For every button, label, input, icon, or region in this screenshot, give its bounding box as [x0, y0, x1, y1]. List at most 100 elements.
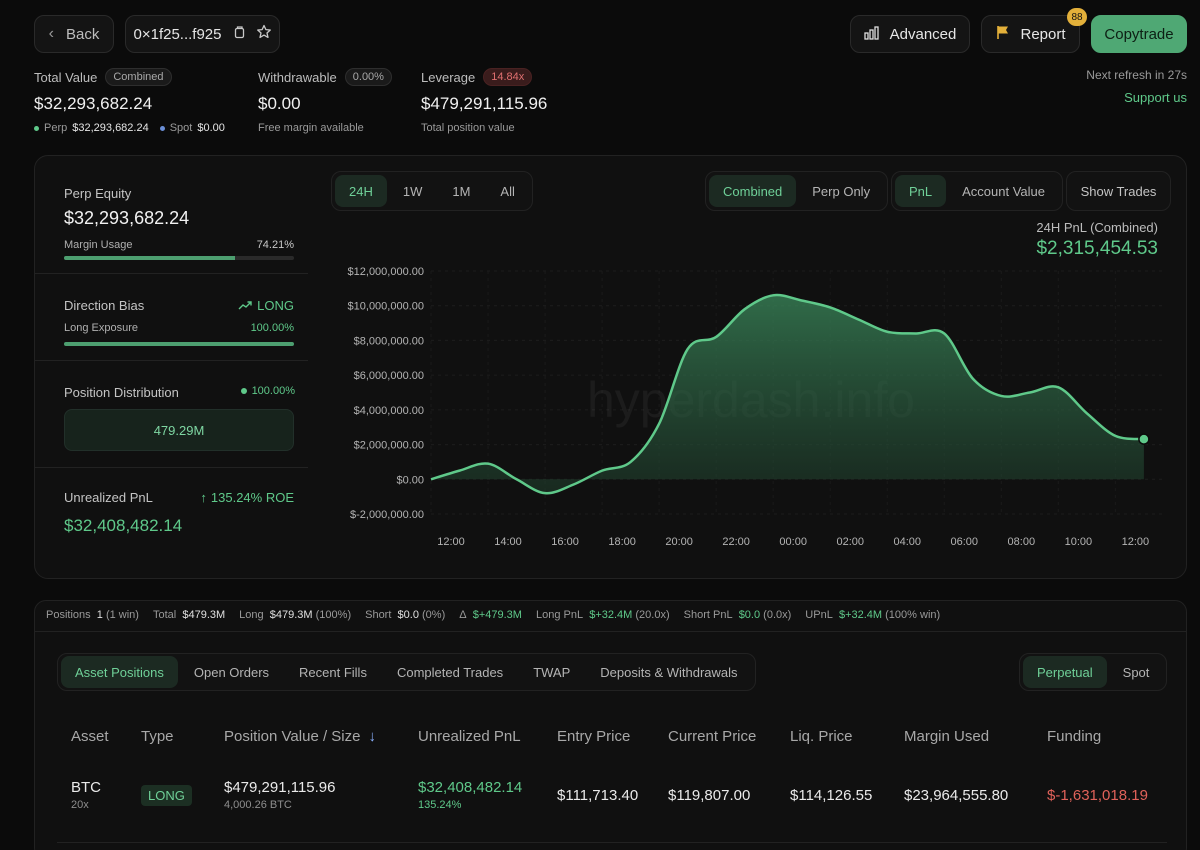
metric-selector: PnL Account Value [891, 171, 1064, 211]
market-spot[interactable]: Spot [1122, 664, 1150, 680]
tab-open-orders[interactable]: Open Orders [193, 664, 270, 680]
metric-account-value[interactable]: Account Value [962, 183, 1046, 199]
x-tick-label: 18:00 [608, 536, 636, 548]
position-distribution-bar[interactable]: 479.29M [64, 409, 294, 451]
report-button[interactable]: Report [981, 15, 1080, 53]
x-tick-label: 22:00 [722, 536, 750, 548]
tab-asset-positions[interactable]: Asset Positions [61, 656, 178, 688]
direction-bias-value: LONG [257, 298, 294, 313]
latest-point [1138, 433, 1150, 445]
support-link[interactable]: Support us [1124, 90, 1187, 105]
col-margin-used[interactable]: Margin Used [904, 728, 990, 745]
arrow-up-icon: ↑ [200, 490, 207, 505]
pnl-line [430, 293, 1145, 495]
x-tick-label: 02:00 [836, 536, 864, 548]
tab-deposits-withdrawals[interactable]: Deposits & Withdrawals [600, 664, 738, 680]
advanced-button[interactable]: Advanced [850, 15, 970, 53]
x-tick-label: 00:00 [779, 536, 807, 548]
margin-usage-value: 74.21% [256, 239, 294, 251]
back-button[interactable]: ‹ Back [34, 15, 114, 53]
wallet-address: 0×1f25...f925 [133, 25, 222, 43]
x-tick-label: 10:00 [1065, 536, 1093, 548]
bar-chart-icon [863, 24, 882, 44]
col-current-price[interactable]: Current Price [668, 728, 757, 745]
y-tick-label: $10,000,000.00 [348, 301, 424, 313]
y-tick-label: $12,000,000.00 [348, 266, 424, 278]
col-position-value-label: Position Value / Size [224, 728, 361, 745]
overview-panel [34, 155, 1187, 579]
mode-perp-only[interactable]: Perp Only [812, 183, 871, 199]
tab-twap[interactable]: TWAP [533, 664, 571, 680]
stats-bar: Positions 1 (1 win) Total $479.3M Long $… [46, 609, 940, 621]
range-1m[interactable]: 1M [452, 183, 471, 199]
x-tick-label: 20:00 [665, 536, 693, 548]
copy-icon[interactable] [232, 25, 246, 43]
y-tick-label: $8,000,000.00 [354, 335, 424, 347]
range-1w[interactable]: 1W [402, 183, 423, 199]
y-tick-label: $6,000,000.00 [354, 370, 424, 382]
advanced-label: Advanced [889, 25, 957, 43]
star-icon[interactable] [256, 24, 272, 44]
stat-total: Total $479.3M [152, 609, 226, 621]
stat-upnl: UPnL $+32.4M (100% win) [805, 609, 941, 621]
side-divider [34, 360, 308, 361]
range-24h[interactable]: 24H [335, 175, 387, 207]
x-tick-label: 04:00 [893, 536, 921, 548]
entry-price: $111,713.40 [557, 787, 639, 804]
col-position-value[interactable]: Position Value / Size ↓ [224, 728, 376, 745]
address-chip[interactable]: 0×1f25...f925 [125, 15, 280, 53]
direction-bias: LONG [230, 298, 294, 313]
mode-combined[interactable]: Combined [709, 175, 797, 207]
long-exposure-bar [64, 342, 294, 346]
col-entry-price[interactable]: Entry Price [557, 728, 631, 745]
position-distribution-pct: 100.00% [251, 385, 295, 397]
y-tick-label: $2,000,000.00 [354, 440, 424, 452]
chevron-left-icon: ‹ [48, 25, 54, 42]
perp-value: $32,293,682.24 [72, 122, 149, 134]
leverage-label: Leverage [421, 69, 476, 85]
position-size: 4,000.26 BTC [224, 799, 292, 811]
col-type[interactable]: Type [141, 728, 174, 745]
tab-recent-fills[interactable]: Recent Fills [299, 664, 367, 680]
market-type-tabs: Perpetual Spot [1019, 653, 1168, 691]
asset-leverage: 20x [71, 799, 89, 811]
col-funding[interactable]: Funding [1047, 728, 1102, 745]
total-value-block: Total Value Combined $32,293,682.24 Perp… [34, 68, 225, 134]
withdrawable-pill: 0.00% [344, 68, 392, 86]
x-tick-label: 08:00 [1008, 536, 1036, 548]
range-all[interactable]: All [500, 183, 515, 199]
pnl-area-chart[interactable]: hyperdash.info $12,000,000.00$10,000,000… [331, 255, 1176, 560]
stat-short: Short $0.0 (0%) [365, 609, 446, 621]
dot-icon [240, 388, 247, 394]
margin-usage-label: Margin Usage [64, 239, 133, 251]
margin-usage-fill [64, 256, 235, 260]
tab-completed-trades[interactable]: Completed Trades [396, 664, 504, 680]
unrealized-pnl: $32,408,482.14 [418, 779, 523, 796]
combined-pill: Combined [105, 68, 172, 86]
copytrade-button[interactable]: Copytrade [1091, 15, 1187, 53]
side-divider [34, 273, 308, 274]
next-refresh-text: Next refresh in 27s [1086, 68, 1187, 82]
col-asset[interactable]: Asset [71, 728, 109, 745]
withdrawable-block: Withdrawable 0.00% $0.00 Free margin ava… [258, 68, 392, 134]
col-unrealized-pnl[interactable]: Unrealized PnL [418, 728, 521, 745]
position-value: $479,291,115.96 [224, 779, 336, 796]
stat-delta: Δ $+479.3M [459, 609, 522, 621]
stat-long: Long $479.3M (100%) [239, 609, 352, 621]
show-trades-button[interactable]: Show Trades [1066, 171, 1171, 211]
perp-equity-value: $32,293,682.24 [64, 208, 190, 228]
position-distribution-value: 479.29M [153, 422, 205, 438]
arrow-down-icon: ↓ [368, 728, 376, 745]
market-perpetual[interactable]: Perpetual [1023, 656, 1107, 688]
x-tick-label: 16:00 [551, 536, 579, 548]
funding: $-1,631,018.19 [1047, 787, 1148, 804]
col-liq-price[interactable]: Liq. Price [790, 728, 853, 745]
metric-pnl[interactable]: PnL [895, 175, 947, 207]
pnl-caption: 24H PnL (Combined) [1036, 220, 1158, 235]
leverage-block: Leverage 14.84x $479,291,115.96 Total po… [421, 68, 547, 134]
total-value: $32,293,682.24 [34, 94, 153, 113]
row-divider [57, 842, 1167, 843]
withdrawable-sub: Free margin available [258, 122, 364, 134]
x-tick-label: 06:00 [951, 536, 979, 548]
y-tick-label: $0.00 [396, 474, 424, 486]
